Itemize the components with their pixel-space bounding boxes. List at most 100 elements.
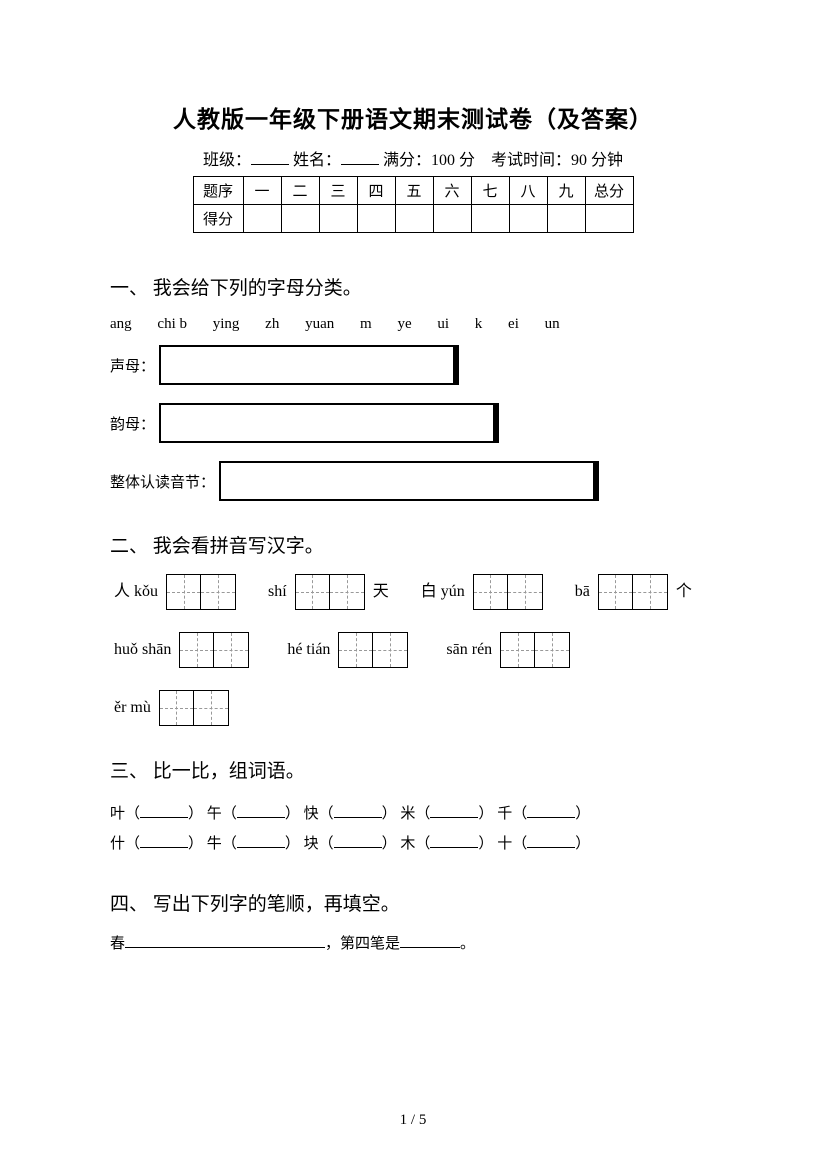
th-1: 一 <box>243 177 281 205</box>
q3-char: 午 <box>207 806 222 822</box>
q1-zhengti-label: 整体认读音节： <box>110 471 215 492</box>
q2-text: ěr mù <box>114 700 151 716</box>
td-blank[interactable] <box>357 205 395 233</box>
tianzige-box[interactable] <box>159 690 229 726</box>
pinyin-item: ui <box>437 316 449 333</box>
section-q3: 三、 比一比，组词语。 叶（） 午（） 快（） 米（） 千（） 什（） 牛（） … <box>110 756 716 859</box>
q3-blank[interactable] <box>334 836 382 848</box>
table-row: 得分 <box>193 205 633 233</box>
th-seq: 题序 <box>193 177 243 205</box>
tianzige-box[interactable] <box>179 632 249 668</box>
class-label: 班级： <box>203 152 251 169</box>
q3-blank[interactable] <box>430 836 478 848</box>
th-5: 五 <box>395 177 433 205</box>
q3-heading: 三、 比一比，组词语。 <box>110 756 716 783</box>
pinyin-item: chi b <box>157 316 187 333</box>
td-score-label: 得分 <box>193 205 243 233</box>
q2-text: hé tián <box>287 642 330 658</box>
th-8: 八 <box>509 177 547 205</box>
th-total: 总分 <box>585 177 633 205</box>
q2-line-3: ěr mù <box>110 690 716 726</box>
q3-blank[interactable] <box>430 806 478 818</box>
class-blank[interactable] <box>251 151 289 165</box>
q3-blank[interactable] <box>237 836 285 848</box>
tianzige-box[interactable] <box>598 574 668 610</box>
q1-zhengti-box[interactable] <box>219 461 599 501</box>
name-label: 姓名： <box>293 152 341 169</box>
td-blank[interactable] <box>281 205 319 233</box>
q1-shengmu-label: 声母： <box>110 355 155 376</box>
table-row: 题序 一 二 三 四 五 六 七 八 九 总分 <box>193 177 633 205</box>
pinyin-item: ying <box>213 316 240 333</box>
q3-blank[interactable] <box>237 806 285 818</box>
th-2: 二 <box>281 177 319 205</box>
q3-char: 米 <box>400 806 415 822</box>
q2-text: 人 kǒu <box>114 584 158 600</box>
tianzige-box[interactable] <box>500 632 570 668</box>
name-blank[interactable] <box>341 151 379 165</box>
q2-text: shí <box>268 584 287 600</box>
td-blank[interactable] <box>243 205 281 233</box>
q4-char: 春 <box>110 936 125 952</box>
tianzige-box[interactable] <box>338 632 408 668</box>
q3-char: 叶 <box>110 806 125 822</box>
q3-blank[interactable] <box>334 806 382 818</box>
td-blank[interactable] <box>395 205 433 233</box>
q3-blank[interactable] <box>140 806 188 818</box>
q3-row2: 什（） 牛（） 块（） 木（） 十（） <box>110 829 716 859</box>
th-3: 三 <box>319 177 357 205</box>
q2-line-1: 人 kǒu shí 天 白 yún bā 个 <box>110 574 716 610</box>
page-title: 人教版一年级下册语文期末测试卷（及答案） <box>110 100 716 134</box>
q3-char: 什 <box>110 836 125 852</box>
q4-mid: ，第四笔是 <box>325 936 400 952</box>
td-blank[interactable] <box>547 205 585 233</box>
q3-char: 木 <box>400 836 415 852</box>
pinyin-item: ang <box>110 316 132 333</box>
td-blank[interactable] <box>433 205 471 233</box>
page-number: 1 / 5 <box>0 1112 826 1129</box>
td-blank[interactable] <box>471 205 509 233</box>
td-blank[interactable] <box>319 205 357 233</box>
tianzige-box[interactable] <box>295 574 365 610</box>
td-blank[interactable] <box>509 205 547 233</box>
q2-text: 个 <box>676 584 692 600</box>
time-label: 考试时间： <box>491 152 571 169</box>
q2-heading: 二、 我会看拼音写汉字。 <box>110 531 716 558</box>
q4-short-blank[interactable] <box>400 936 460 948</box>
pinyin-item: ye <box>397 316 411 333</box>
q1-shengmu-row: 声母： <box>110 345 716 385</box>
pinyin-item: un <box>545 316 560 333</box>
pinyin-item: m <box>360 316 372 333</box>
th-4: 四 <box>357 177 395 205</box>
q3-blank[interactable] <box>527 836 575 848</box>
q3-char: 快 <box>304 806 319 822</box>
q2-text: sān rén <box>446 642 492 658</box>
pinyin-item: yuan <box>305 316 334 333</box>
q4-long-blank[interactable] <box>125 936 325 948</box>
section-q1: 一、 我会给下列的字母分类。 ang chi b ying zh yuan m … <box>110 273 716 501</box>
q2-text: huǒ shān <box>114 642 171 658</box>
q4-end: 。 <box>460 936 475 952</box>
q4-heading: 四、 写出下列字的笔顺，再填空。 <box>110 889 716 916</box>
tianzige-box[interactable] <box>473 574 543 610</box>
q2-text: 天 <box>373 584 389 600</box>
td-blank[interactable] <box>585 205 633 233</box>
q1-pinyin-list: ang chi b ying zh yuan m ye ui k ei un <box>110 316 716 333</box>
q1-yunmu-label: 韵母： <box>110 413 155 434</box>
th-9: 九 <box>547 177 585 205</box>
q1-zhengti-row: 整体认读音节： <box>110 461 716 501</box>
q2-text: bā <box>575 584 590 600</box>
score-table: 题序 一 二 三 四 五 六 七 八 九 总分 得分 <box>193 176 634 233</box>
q4-line: 春 ，第四笔是 。 <box>110 932 716 953</box>
q3-char: 十 <box>497 836 512 852</box>
q1-yunmu-box[interactable] <box>159 403 499 443</box>
info-line: 班级： 姓名： 满分：100 分 考试时间：90 分钟 <box>110 146 716 170</box>
q3-char: 块 <box>304 836 319 852</box>
tianzige-box[interactable] <box>166 574 236 610</box>
pinyin-item: k <box>475 316 483 333</box>
th-7: 七 <box>471 177 509 205</box>
q3-blank[interactable] <box>140 836 188 848</box>
q1-shengmu-box[interactable] <box>159 345 459 385</box>
q3-blank[interactable] <box>527 806 575 818</box>
q2-text: 白 yún <box>421 584 465 600</box>
